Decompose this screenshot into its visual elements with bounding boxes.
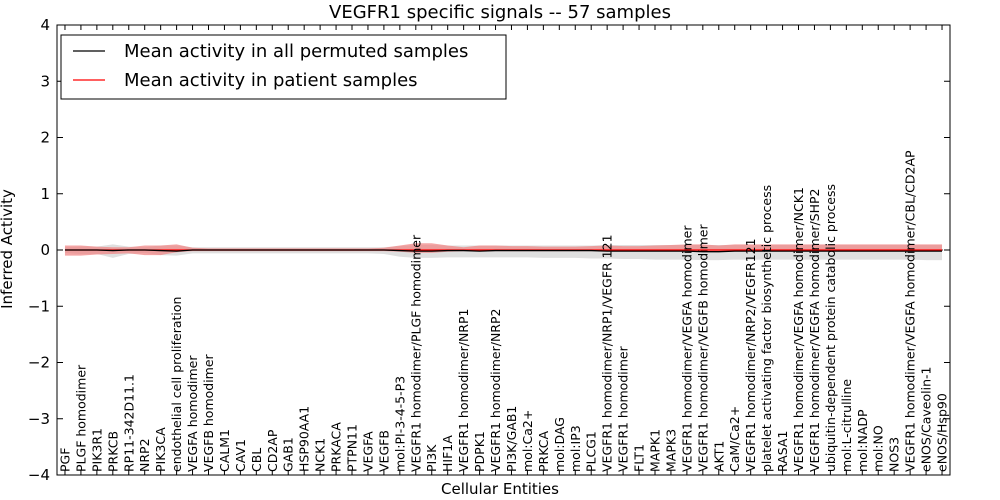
- x-tick-label: VEGFR1 homodimer/VEGFA homodimer: [679, 225, 694, 472]
- y-tick-label: −1: [28, 297, 50, 315]
- legend-label-patient: Mean activity in patient samples: [124, 70, 418, 91]
- x-tick-label: PLGF homodimer: [73, 364, 88, 472]
- x-tick-label: VEGFR1 homodimer/VEGFA homodimer/SHP2: [807, 188, 822, 472]
- x-tick-label: endothelial cell proliferation: [169, 297, 184, 472]
- x-tick-label: GAB1: [281, 437, 296, 472]
- x-tick-label: VEGFR1 homodimer/NRP2/VEGFR121: [743, 238, 758, 472]
- x-tick-label: MAPK1: [647, 429, 662, 472]
- y-tick-label: −4: [28, 466, 50, 484]
- x-tick-label: VEGFA: [360, 431, 375, 472]
- x-tick-label: platelet activating factor biosynthetic …: [759, 185, 774, 472]
- y-tick-label: 2: [40, 129, 50, 147]
- x-tick-label: NOS3: [887, 437, 902, 472]
- x-tick-label: PIK3R1: [89, 428, 104, 472]
- x-axis-ticks: [64, 25, 943, 475]
- x-tick-label: mol:PI-3-4-5-P3: [392, 376, 407, 472]
- x-tick-label: VEGFB homodimer: [201, 353, 216, 472]
- x-tick-label: RASA1: [775, 431, 790, 472]
- x-tick-label: VEGFB: [376, 430, 391, 472]
- x-tick-label: mol:DAG: [552, 417, 567, 472]
- x-tick-label: VEGFR1 homodimer/NRP1: [456, 309, 471, 472]
- y-tick-label: 0: [40, 241, 50, 259]
- x-tick-label: RP11-342D11.1: [121, 374, 136, 472]
- y-tick-label: 1: [40, 185, 50, 203]
- y-tick-label: −2: [28, 354, 50, 372]
- y-tick-label: −3: [28, 410, 50, 428]
- x-tick-label: NRP2: [137, 438, 152, 472]
- x-tick-label: MAPK3: [663, 429, 678, 472]
- x-tick-label: NCK1: [313, 438, 328, 472]
- x-tick-label: mol:Ca2+: [520, 410, 535, 472]
- x-tick-label: mol:L-citrulline: [839, 379, 854, 472]
- x-axis-label: Cellular Entities: [441, 480, 559, 498]
- x-tick-label: AKT1: [711, 441, 726, 472]
- x-tick-label: PLCG1: [584, 431, 599, 472]
- legend: Mean activity in all permuted samples Me…: [60, 34, 507, 100]
- x-tick-label: PI3K: [424, 444, 439, 472]
- y-tick-label: 3: [40, 72, 50, 90]
- x-tick-label: PIK3CA: [153, 427, 168, 472]
- x-tick-label: eNOS/Hsp90: [935, 393, 950, 472]
- x-tick-labels: PGF PLGF homodimer PIK3R1 PRKCB RP11-342D11.…: [57, 150, 949, 472]
- x-tick-label: PGF: [57, 448, 72, 472]
- y-axis-label: Inferred Activity: [0, 189, 16, 309]
- x-tick-label: VEGFA homodimer: [185, 355, 200, 472]
- x-tick-label: CBL: [249, 448, 264, 472]
- x-tick-label: VEGFR1 homodimer/PLGF homodimer: [408, 234, 423, 472]
- x-tick-label: CD2AP: [265, 429, 280, 472]
- x-tick-label: mol:NO: [871, 425, 886, 472]
- x-tick-label: mol:NADP: [855, 409, 870, 472]
- x-tick-label: CaM/Ca2+: [727, 406, 742, 472]
- x-tick-label: PRKCB: [105, 431, 120, 472]
- line-series-0: [64, 249, 943, 253]
- x-tick-label: CALM1: [217, 429, 232, 472]
- plot-area-frame: [56, 24, 951, 476]
- y-tick-label: 4: [40, 16, 50, 34]
- x-tick-label: HSP90AA1: [297, 406, 312, 472]
- legend-box: [60, 34, 507, 100]
- x-tick-label: PDPK1: [472, 431, 487, 472]
- x-tick-label: VEGFR1 homodimer/VEGFA homodimer/NCK1: [791, 187, 806, 472]
- x-tick-label: VEGFR1 homodimer/NRP2: [488, 309, 503, 472]
- x-tick-label: ubiquitin-dependent protein catabolic pr…: [823, 184, 838, 472]
- x-tick-label: VEGFR1 homodimer: [616, 345, 631, 472]
- x-tick-label: PI3K/GAB1: [504, 406, 519, 472]
- x-tick-label: VEGFR1 homodimer/VEGFA homodimer/CBL/CD2…: [903, 150, 918, 472]
- x-tick-label: FLT1: [632, 444, 647, 472]
- x-tick-label: PRKACA: [329, 422, 344, 472]
- legend-label-permuted: Mean activity in all permuted samples: [124, 41, 468, 62]
- x-tick-label: VEGFR1 homodimer/VEGFB homodimer: [695, 224, 710, 472]
- series-lines: [64, 249, 943, 253]
- x-tick-label: VEGFR1 homodimer/NRP1/VEGFR 121: [600, 234, 615, 472]
- chart-title: VEGFR1 specific signals -- 57 samples: [329, 2, 671, 23]
- x-tick-label: PRKCA: [536, 431, 551, 472]
- x-tick-label: HIF1A: [440, 435, 455, 472]
- x-tick-label: eNOS/Caveolin-1: [919, 367, 934, 472]
- x-tick-label: mol:IP3: [568, 425, 583, 472]
- y-axis-ticks: −4 −3 −2 −1 0 1 2 3 4: [28, 16, 950, 484]
- x-tick-label: PTPN11: [345, 424, 360, 472]
- x-tick-label: CAV1: [233, 439, 248, 472]
